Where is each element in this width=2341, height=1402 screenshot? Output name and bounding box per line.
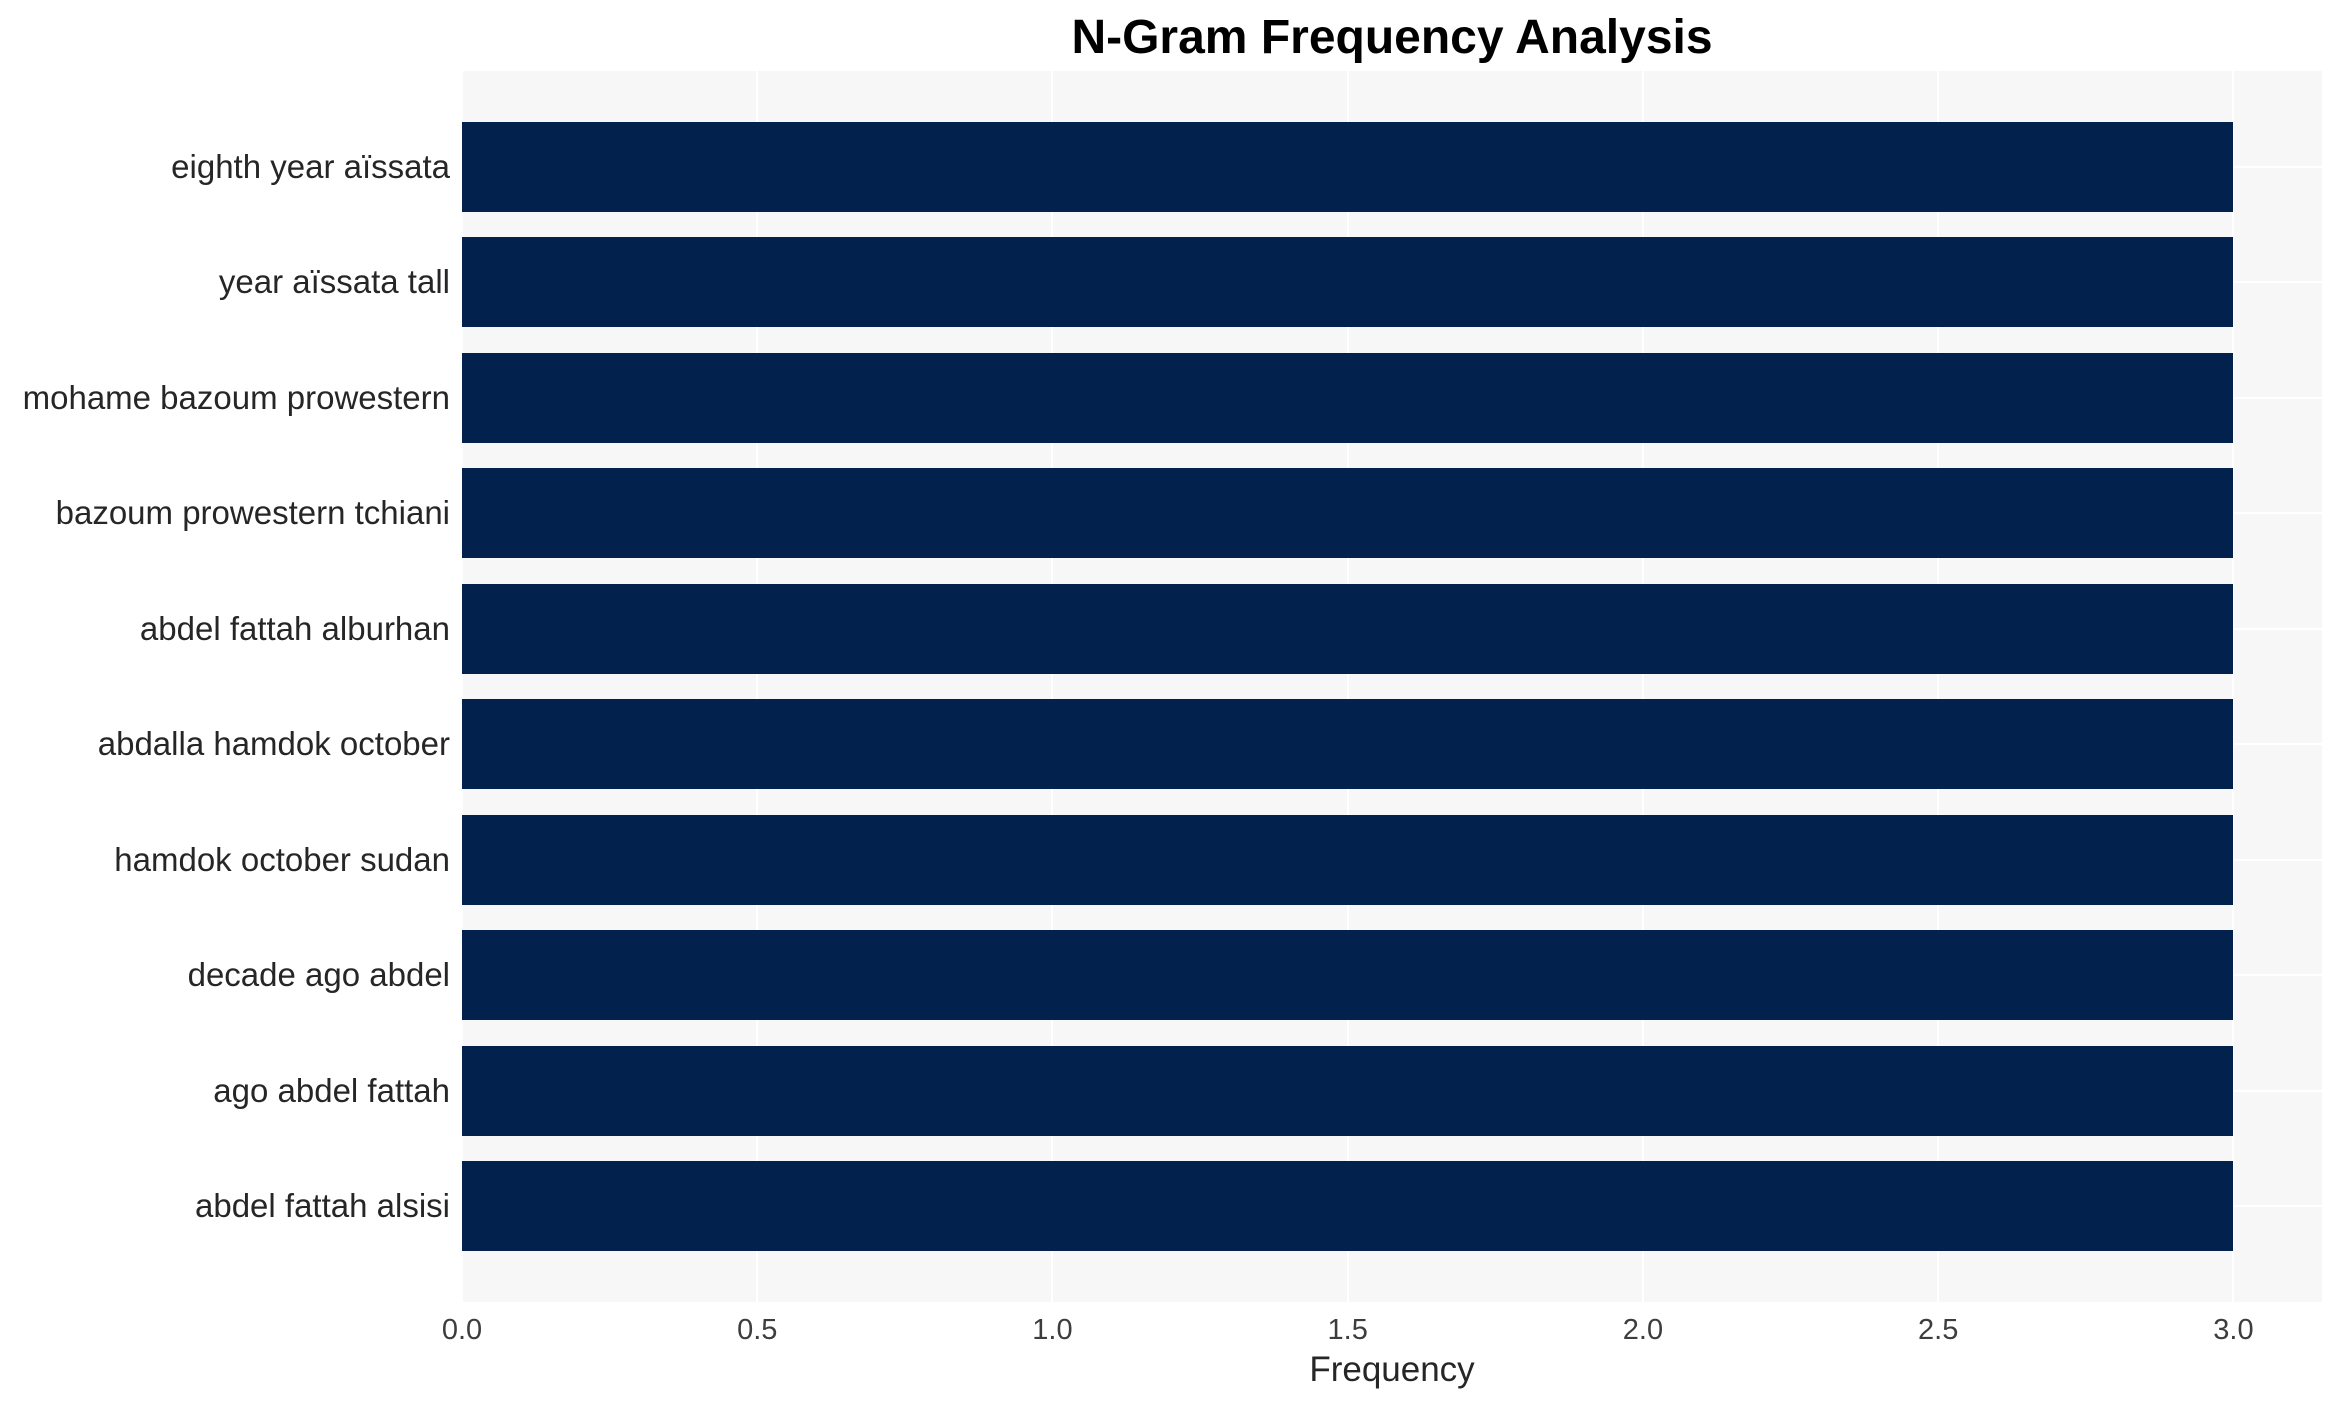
plot-area xyxy=(461,71,2322,1302)
x-gridline xyxy=(756,71,759,1302)
x-gridline xyxy=(1641,71,1644,1302)
y-axis-label: mohame bazoum prowestern xyxy=(22,378,450,416)
y-axis-label: decade ago abdel xyxy=(187,956,450,994)
frequency-bar xyxy=(462,699,2234,790)
bar-rows xyxy=(462,71,2322,1302)
frequency-bar xyxy=(462,352,2234,443)
x-tick-label: 2.0 xyxy=(1622,1314,1664,1346)
y-axis-label: year aïssata tall xyxy=(218,263,450,301)
bar-row xyxy=(462,699,2322,790)
bar-row xyxy=(462,814,2322,905)
x-tick-label: 2.5 xyxy=(1918,1314,1959,1346)
chart-title: N-Gram Frequency Analysis xyxy=(1071,11,1713,64)
y-axis-label: ago abdel fattah xyxy=(213,1071,450,1109)
frequency-bar xyxy=(462,468,2234,559)
frequency-bar xyxy=(462,1045,2234,1136)
frequency-bar xyxy=(462,583,2234,674)
x-gridline xyxy=(461,71,463,1302)
y-axis-labels: eighth year aïssata year aïssata tall moha… xyxy=(0,71,450,1302)
x-axis-label: Frequency xyxy=(1309,1350,1475,1389)
x-axis-ticks: 0.0 0.5 1.0 1.5 2.0 2.5 3.0 xyxy=(442,1308,2322,1350)
frequency-bar xyxy=(462,1160,2234,1251)
frequency-bar xyxy=(462,122,2234,212)
x-gridline xyxy=(2232,71,2235,1302)
bar-row xyxy=(462,583,2322,674)
bar-row xyxy=(462,930,2322,1021)
x-tick-label: 0.5 xyxy=(737,1314,778,1346)
x-tick-label: 1.5 xyxy=(1327,1314,1368,1346)
bar-row xyxy=(462,237,2322,328)
y-axis-label: abdel fattah alsisi xyxy=(195,1186,450,1224)
bar-row xyxy=(462,352,2322,443)
frequency-bar xyxy=(462,237,2234,328)
y-axis-label: bazoum prowestern tchiani xyxy=(55,494,450,532)
y-axis-label: eighth year aïssata xyxy=(171,148,450,185)
bar-row xyxy=(462,122,2322,212)
frequency-bar xyxy=(462,930,2234,1021)
x-tick-label: 0.0 xyxy=(441,1314,483,1346)
bar-row xyxy=(462,1045,2322,1136)
x-gridline xyxy=(1051,71,1054,1302)
bar-row xyxy=(462,1160,2322,1251)
y-axis-label: hamdok october sudan xyxy=(114,840,450,878)
frequency-bar xyxy=(462,814,2234,905)
x-tick-label: 1.0 xyxy=(1032,1314,1073,1346)
x-gridline xyxy=(1346,71,1349,1302)
y-axis-label: abdel fattah alburhan xyxy=(139,609,450,647)
x-gridline xyxy=(1937,71,1940,1302)
y-axis-label: abdalla hamdok october xyxy=(97,725,450,763)
bar-row xyxy=(462,468,2322,559)
x-tick-label: 3.0 xyxy=(2213,1314,2254,1346)
